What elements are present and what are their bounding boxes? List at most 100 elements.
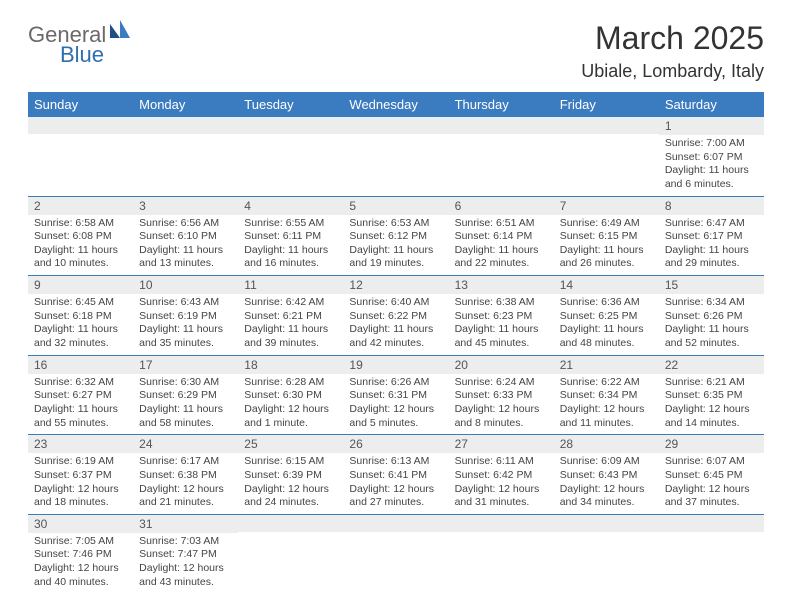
calendar-row: 2Sunrise: 6:58 AMSunset: 6:08 PMDaylight… xyxy=(28,196,764,276)
month-title: March 2025 xyxy=(28,20,764,57)
sunset-text: Sunset: 6:37 PM xyxy=(34,469,127,483)
sunrise-text: Sunrise: 6:51 AM xyxy=(455,217,548,231)
day-number: 10 xyxy=(133,276,238,294)
location: Ubiale, Lombardy, Italy xyxy=(28,61,764,82)
sunrise-text: Sunrise: 6:22 AM xyxy=(560,376,653,390)
day-number: 6 xyxy=(449,197,554,215)
day-details: Sunrise: 7:03 AMSunset: 7:47 PMDaylight:… xyxy=(133,533,238,594)
daylight-text: Daylight: 11 hours and 45 minutes. xyxy=(455,323,548,350)
day-details: Sunrise: 6:15 AMSunset: 6:39 PMDaylight:… xyxy=(238,453,343,514)
sunrise-text: Sunrise: 6:53 AM xyxy=(349,217,442,231)
sunrise-text: Sunrise: 6:17 AM xyxy=(139,455,232,469)
day-cell: 14Sunrise: 6:36 AMSunset: 6:25 PMDayligh… xyxy=(554,276,659,356)
daylight-text: Daylight: 11 hours and 52 minutes. xyxy=(665,323,758,350)
sunrise-text: Sunrise: 6:07 AM xyxy=(665,455,758,469)
daylight-text: Daylight: 12 hours and 27 minutes. xyxy=(349,483,442,510)
weekday-header-row: SundayMondayTuesdayWednesdayThursdayFrid… xyxy=(28,92,764,117)
day-number: 5 xyxy=(343,197,448,215)
day-number: 24 xyxy=(133,435,238,453)
empty-cell xyxy=(133,117,238,196)
sunset-text: Sunset: 6:14 PM xyxy=(455,230,548,244)
day-details: Sunrise: 6:42 AMSunset: 6:21 PMDaylight:… xyxy=(238,294,343,355)
day-cell: 2Sunrise: 6:58 AMSunset: 6:08 PMDaylight… xyxy=(28,196,133,276)
day-details: Sunrise: 6:58 AMSunset: 6:08 PMDaylight:… xyxy=(28,215,133,276)
sunset-text: Sunset: 6:41 PM xyxy=(349,469,442,483)
sunrise-text: Sunrise: 6:28 AM xyxy=(244,376,337,390)
sunrise-text: Sunrise: 7:00 AM xyxy=(665,137,758,151)
weekday-saturday: Saturday xyxy=(659,92,764,117)
daylight-text: Daylight: 11 hours and 48 minutes. xyxy=(560,323,653,350)
day-cell: 21Sunrise: 6:22 AMSunset: 6:34 PMDayligh… xyxy=(554,355,659,435)
daylight-text: Daylight: 12 hours and 31 minutes. xyxy=(455,483,548,510)
day-number: 26 xyxy=(343,435,448,453)
daylight-text: Daylight: 12 hours and 1 minute. xyxy=(244,403,337,430)
daylight-text: Daylight: 12 hours and 14 minutes. xyxy=(665,403,758,430)
day-cell: 13Sunrise: 6:38 AMSunset: 6:23 PMDayligh… xyxy=(449,276,554,356)
day-details: Sunrise: 6:34 AMSunset: 6:26 PMDaylight:… xyxy=(659,294,764,355)
day-cell: 26Sunrise: 6:13 AMSunset: 6:41 PMDayligh… xyxy=(343,435,448,515)
day-number: 9 xyxy=(28,276,133,294)
day-cell: 27Sunrise: 6:11 AMSunset: 6:42 PMDayligh… xyxy=(449,435,554,515)
daylight-text: Daylight: 11 hours and 55 minutes. xyxy=(34,403,127,430)
sunrise-text: Sunrise: 6:43 AM xyxy=(139,296,232,310)
day-number: 20 xyxy=(449,356,554,374)
sunset-text: Sunset: 6:29 PM xyxy=(139,389,232,403)
daylight-text: Daylight: 11 hours and 32 minutes. xyxy=(34,323,127,350)
daylight-text: Daylight: 12 hours and 11 minutes. xyxy=(560,403,653,430)
daynum-empty xyxy=(28,117,133,134)
day-number: 31 xyxy=(133,515,238,533)
day-number: 18 xyxy=(238,356,343,374)
sunset-text: Sunset: 6:43 PM xyxy=(560,469,653,483)
daylight-text: Daylight: 12 hours and 40 minutes. xyxy=(34,562,127,589)
day-details: Sunrise: 6:40 AMSunset: 6:22 PMDaylight:… xyxy=(343,294,448,355)
daylight-text: Daylight: 11 hours and 35 minutes. xyxy=(139,323,232,350)
day-details: Sunrise: 6:21 AMSunset: 6:35 PMDaylight:… xyxy=(659,374,764,435)
day-cell: 16Sunrise: 6:32 AMSunset: 6:27 PMDayligh… xyxy=(28,355,133,435)
sunset-text: Sunset: 6:11 PM xyxy=(244,230,337,244)
weekday-tuesday: Tuesday xyxy=(238,92,343,117)
day-number: 27 xyxy=(449,435,554,453)
sunrise-text: Sunrise: 6:42 AM xyxy=(244,296,337,310)
day-number: 25 xyxy=(238,435,343,453)
empty-cell xyxy=(28,117,133,196)
day-number: 11 xyxy=(238,276,343,294)
empty-cell xyxy=(449,117,554,196)
sunset-text: Sunset: 6:17 PM xyxy=(665,230,758,244)
day-details: Sunrise: 6:47 AMSunset: 6:17 PMDaylight:… xyxy=(659,215,764,276)
sunrise-text: Sunrise: 7:03 AM xyxy=(139,535,232,549)
daylight-text: Daylight: 12 hours and 8 minutes. xyxy=(455,403,548,430)
day-details: Sunrise: 6:38 AMSunset: 6:23 PMDaylight:… xyxy=(449,294,554,355)
day-details: Sunrise: 6:49 AMSunset: 6:15 PMDaylight:… xyxy=(554,215,659,276)
daylight-text: Daylight: 11 hours and 42 minutes. xyxy=(349,323,442,350)
day-cell: 18 Sunrise: 6:28 AMSunset: 6:30 PMDayligh… xyxy=(238,355,343,435)
empty-cell xyxy=(554,514,659,593)
day-details: Sunrise: 6:19 AMSunset: 6:37 PMDaylight:… xyxy=(28,453,133,514)
daylight-text: Daylight: 11 hours and 16 minutes. xyxy=(244,244,337,271)
sunset-text: Sunset: 6:19 PM xyxy=(139,310,232,324)
sunset-text: Sunset: 6:31 PM xyxy=(349,389,442,403)
daynum-empty xyxy=(238,515,343,532)
daynum-empty xyxy=(343,117,448,134)
sunset-text: Sunset: 6:30 PM xyxy=(244,389,337,403)
day-cell: 24Sunrise: 6:17 AMSunset: 6:38 PMDayligh… xyxy=(133,435,238,515)
sunrise-text: Sunrise: 6:11 AM xyxy=(455,455,548,469)
calendar-row: 23Sunrise: 6:19 AMSunset: 6:37 PMDayligh… xyxy=(28,435,764,515)
sunset-text: Sunset: 6:34 PM xyxy=(560,389,653,403)
sunset-text: Sunset: 6:35 PM xyxy=(665,389,758,403)
day-details: Sunrise: 6:55 AMSunset: 6:11 PMDaylight:… xyxy=(238,215,343,276)
day-details: Sunrise: 6:51 AMSunset: 6:14 PMDaylight:… xyxy=(449,215,554,276)
header: March 2025 Ubiale, Lombardy, Italy xyxy=(28,20,764,82)
day-cell: 10Sunrise: 6:43 AMSunset: 6:19 PMDayligh… xyxy=(133,276,238,356)
daylight-text: Daylight: 11 hours and 22 minutes. xyxy=(455,244,548,271)
sunrise-text: Sunrise: 6:21 AM xyxy=(665,376,758,390)
day-details: Sunrise: 6:56 AMSunset: 6:10 PMDaylight:… xyxy=(133,215,238,276)
day-details: Sunrise: 6:43 AMSunset: 6:19 PMDaylight:… xyxy=(133,294,238,355)
weekday-thursday: Thursday xyxy=(449,92,554,117)
sunrise-text: Sunrise: 6:32 AM xyxy=(34,376,127,390)
day-number: 16 xyxy=(28,356,133,374)
daynum-empty xyxy=(554,117,659,134)
daylight-text: Daylight: 12 hours and 5 minutes. xyxy=(349,403,442,430)
sunset-text: Sunset: 6:23 PM xyxy=(455,310,548,324)
day-details: Sunrise: 6:36 AMSunset: 6:25 PMDaylight:… xyxy=(554,294,659,355)
sunset-text: Sunset: 6:15 PM xyxy=(560,230,653,244)
